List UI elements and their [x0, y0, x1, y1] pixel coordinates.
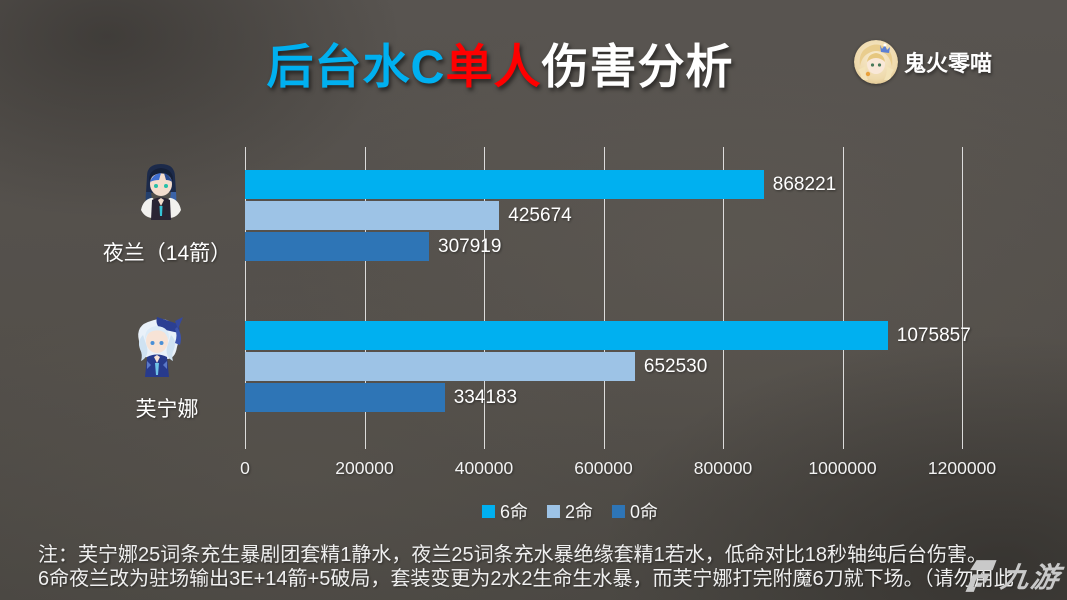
x-tick-label: 1200000 [927, 458, 997, 478]
bar-2命-芙宁娜 [245, 352, 635, 381]
x-axis: 0 200000 400000 600000 800000 1000000 1200000 [240, 458, 996, 482]
x-tick-label: 200000 [335, 458, 394, 478]
gridline [484, 147, 485, 449]
x-tick-label: 0 [240, 458, 250, 478]
category-label-furina: 芙宁娜 [135, 398, 199, 421]
bar-2命-夜兰（14箭） [245, 201, 500, 230]
legend-label: 0命 [630, 502, 659, 522]
legend: 6命 2命 0命 [481, 498, 658, 524]
bar-value-label: 868221 [772, 174, 837, 195]
bar-0命-夜兰（14箭） [245, 232, 429, 261]
9game-logo: 九游 [963, 556, 1064, 596]
yelan-avatar-icon [137, 162, 185, 237]
title-part-red: 单人 [445, 40, 542, 93]
bar-0命-芙宁娜 [245, 383, 445, 412]
bar-6命-夜兰（14箭） [245, 170, 764, 199]
x-tick-label: 1000000 [808, 458, 877, 478]
bar-value-label: 425674 [508, 205, 572, 226]
footnote-line-2: 6命夜兰改为驻场输出3E+14箭+5破局，套装变更为2水2生命生水暴，而芙宁娜打… [38, 567, 1014, 590]
author-name: 鬼火零喵 [904, 51, 993, 76]
legend-item-2命: 2命 [546, 498, 594, 524]
x-tick-label: 600000 [574, 458, 633, 478]
plot-area: 868221 1075857 425674 652530 307919 334183 [245, 147, 971, 449]
footnote: 注：芙宁娜25词条充生暴剧团套精1静水，夜兰25词条充水暴绝缘套精1若水，低命对… [38, 544, 1067, 591]
x-tick-label: 400000 [454, 458, 514, 478]
gridline [245, 147, 246, 449]
gridline [842, 147, 844, 449]
gridline [603, 147, 605, 449]
bar-6命-芙宁娜 [245, 321, 888, 350]
legend-item-6命: 6命 [481, 498, 528, 524]
page-title: 后台水C单人伤害分析 [0, 28, 1000, 97]
footnote-line-1: 注：芙宁娜25词条充生暴剧团套精1静水，夜兰25词条充水暴绝缘套精1若水，低命对… [38, 544, 987, 566]
author-avatar-icon [854, 40, 898, 84]
legend-item-0命: 0命 [612, 498, 658, 524]
title-part-cyan: 后台水C [266, 40, 446, 93]
9game-logo-icon [964, 559, 999, 593]
title-part-white: 伤害分析 [541, 40, 734, 93]
gridline [962, 147, 963, 449]
legend-swatch-icon [481, 504, 495, 518]
legend-swatch-icon [546, 504, 560, 518]
author-chip: 鬼火零喵 [854, 40, 992, 84]
gridline [723, 147, 724, 449]
gridline [364, 147, 366, 449]
legend-swatch-icon [612, 504, 626, 518]
x-tick-label: 800000 [693, 458, 753, 478]
bar-value-label: 334183 [453, 387, 518, 408]
9game-logo-text: 九游 [998, 562, 1063, 593]
bar-value-label: 307919 [438, 236, 502, 257]
furina-avatar-icon [131, 315, 185, 394]
legend-label: 2命 [564, 502, 594, 522]
category-label-yelan: 夜兰（14箭） [102, 242, 232, 265]
bar-value-label: 652530 [643, 356, 708, 377]
legend-label: 6命 [499, 502, 528, 522]
bar-value-label: 1075857 [896, 325, 971, 346]
